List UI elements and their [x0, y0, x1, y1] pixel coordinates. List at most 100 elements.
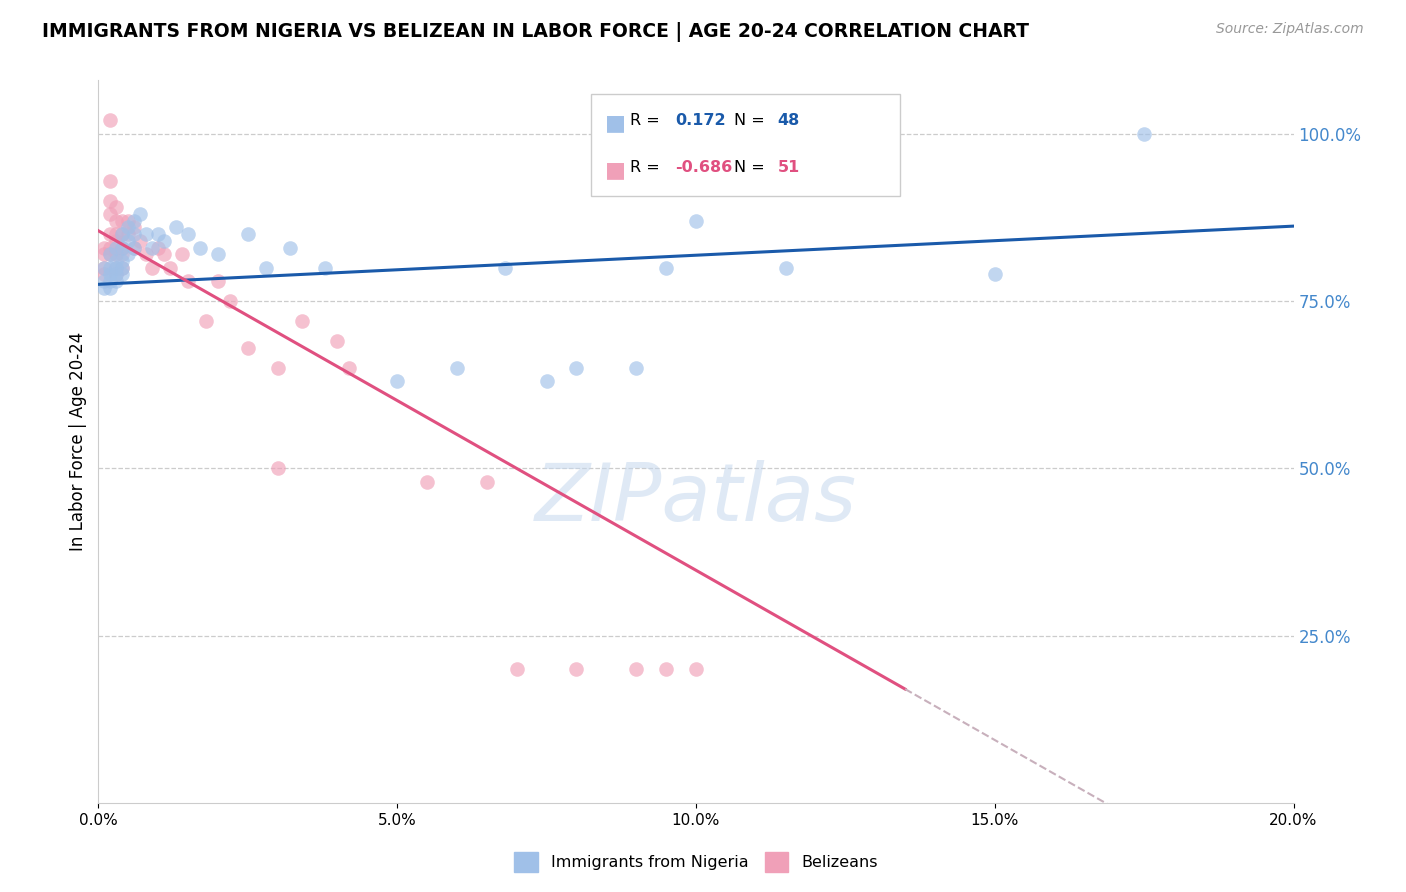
Point: [124, 241, 146, 255]
Point: [278, 241, 301, 255]
Point: [93, 281, 115, 295]
Text: -0.686: -0.686: [675, 160, 733, 175]
Point: [655, 662, 678, 676]
Point: [177, 227, 200, 242]
Point: [98, 247, 122, 261]
Text: ZIPatlas: ZIPatlas: [534, 460, 858, 539]
Point: [124, 241, 146, 255]
Point: [207, 274, 229, 288]
Point: [326, 334, 349, 349]
Point: [98, 260, 122, 275]
Point: [98, 241, 122, 255]
Point: [159, 260, 181, 275]
Point: [141, 260, 163, 275]
Point: [93, 268, 115, 282]
Point: [105, 227, 128, 242]
Point: [98, 194, 122, 208]
Point: [626, 662, 648, 676]
Point: [565, 662, 588, 676]
Point: [236, 227, 259, 242]
Point: [93, 241, 115, 255]
Point: [655, 260, 678, 275]
Point: [124, 227, 146, 242]
Point: [339, 361, 361, 376]
Point: [124, 220, 146, 235]
Text: N =: N =: [734, 160, 765, 175]
Point: [98, 281, 122, 295]
Point: [129, 234, 152, 248]
Point: [446, 361, 468, 376]
Point: [1133, 127, 1156, 141]
Point: [105, 274, 128, 288]
Legend: Immigrants from Nigeria, Belizeans: Immigrants from Nigeria, Belizeans: [508, 846, 884, 878]
Point: [105, 241, 128, 255]
Point: [267, 461, 290, 475]
Point: [105, 234, 128, 248]
Point: [105, 260, 128, 275]
Point: [117, 220, 139, 235]
Point: [165, 220, 187, 235]
Point: [105, 260, 128, 275]
Point: [111, 227, 134, 242]
Point: [124, 214, 146, 228]
Point: [111, 241, 134, 255]
Point: [93, 260, 115, 275]
Point: [148, 227, 170, 242]
Point: [291, 314, 314, 328]
Point: [98, 113, 122, 128]
Point: [98, 173, 122, 188]
Point: [141, 241, 163, 255]
Point: [385, 375, 409, 389]
Text: R =: R =: [630, 113, 659, 128]
Point: [111, 227, 134, 242]
Point: [93, 274, 115, 288]
Point: [315, 260, 337, 275]
Point: [111, 268, 134, 282]
Point: [117, 247, 139, 261]
Y-axis label: In Labor Force | Age 20-24: In Labor Force | Age 20-24: [69, 332, 87, 551]
Point: [153, 234, 176, 248]
Point: [135, 227, 157, 242]
Point: [93, 260, 115, 275]
Point: [267, 361, 290, 376]
Point: [111, 254, 134, 268]
Point: [207, 247, 229, 261]
Point: [117, 234, 139, 248]
Text: IMMIGRANTS FROM NIGERIA VS BELIZEAN IN LABOR FORCE | AGE 20-24 CORRELATION CHART: IMMIGRANTS FROM NIGERIA VS BELIZEAN IN L…: [42, 22, 1029, 42]
Point: [111, 260, 134, 275]
Point: [565, 361, 588, 376]
Point: [105, 268, 128, 282]
Point: [685, 214, 707, 228]
Point: [148, 241, 170, 255]
Point: [111, 260, 134, 275]
Point: [105, 247, 128, 261]
Text: ■: ■: [605, 160, 626, 179]
Point: [111, 241, 134, 255]
Text: 0.172: 0.172: [675, 113, 725, 128]
Point: [177, 274, 200, 288]
Point: [984, 268, 1007, 282]
Text: 48: 48: [778, 113, 800, 128]
Point: [98, 227, 122, 242]
Point: [98, 274, 122, 288]
Point: [685, 662, 707, 676]
Point: [475, 475, 498, 489]
Point: [775, 260, 797, 275]
Point: [506, 662, 529, 676]
Point: [494, 260, 516, 275]
Point: [153, 247, 176, 261]
Text: ■: ■: [605, 113, 626, 133]
Point: [536, 375, 558, 389]
Text: 51: 51: [778, 160, 800, 175]
Point: [105, 268, 128, 282]
Point: [416, 475, 439, 489]
Point: [254, 260, 277, 275]
Point: [111, 214, 134, 228]
Point: [117, 214, 139, 228]
Point: [98, 207, 122, 221]
Point: [129, 207, 152, 221]
Point: [105, 254, 128, 268]
Point: [105, 214, 128, 228]
Point: [236, 341, 259, 355]
Point: [135, 247, 157, 261]
